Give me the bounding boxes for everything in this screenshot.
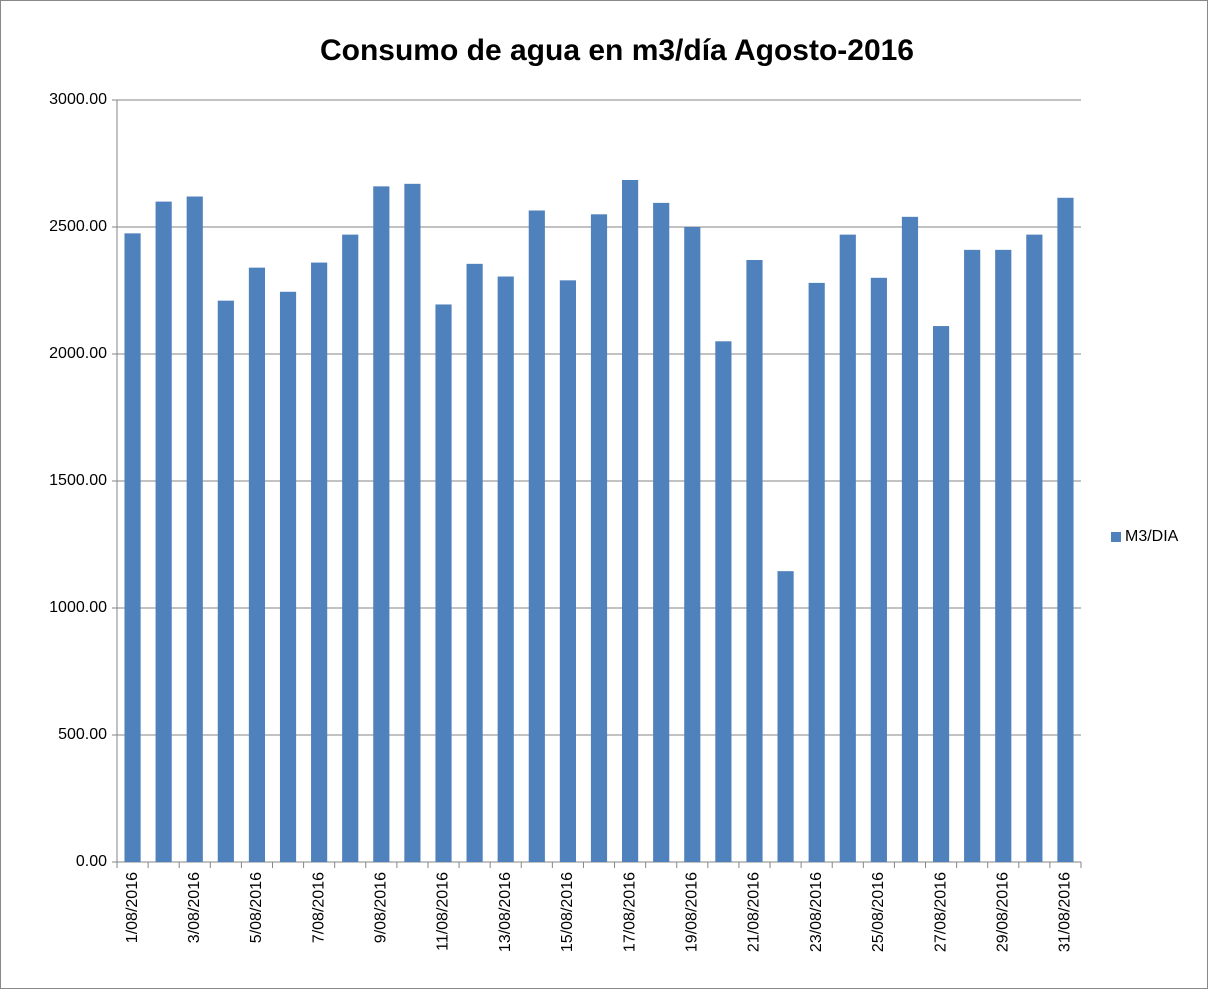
bar — [870, 277, 887, 862]
bar — [155, 201, 172, 863]
bar — [248, 267, 266, 862]
bar — [528, 210, 545, 863]
y-tick-label: 500.00 — [58, 726, 107, 743]
legend-label: M3/DIA — [1125, 528, 1179, 545]
bar — [559, 280, 576, 863]
bar — [839, 234, 856, 862]
bar — [964, 249, 981, 863]
bar — [932, 326, 950, 862]
bar — [311, 262, 328, 862]
bar — [124, 233, 141, 863]
x-tick-label: 31/08/2016 — [1057, 872, 1074, 952]
x-tick-label: 21/08/2016 — [746, 872, 763, 952]
bar — [404, 183, 421, 862]
x-tick-label: 3/08/2016 — [186, 872, 203, 943]
bar — [435, 304, 452, 863]
bar — [901, 216, 919, 863]
x-tick-label: 27/08/2016 — [932, 872, 949, 952]
x-tick-label: 25/08/2016 — [870, 872, 887, 952]
bar — [186, 196, 203, 862]
bar — [715, 341, 732, 862]
y-tick-label: 2500.00 — [49, 218, 107, 235]
x-tick-label: 5/08/2016 — [248, 872, 265, 943]
bar — [777, 571, 794, 862]
bar — [590, 214, 608, 863]
bar — [684, 227, 701, 862]
x-tick-label: 29/08/2016 — [994, 872, 1011, 952]
bar — [746, 260, 763, 862]
bar — [466, 263, 483, 863]
y-tick-label: 3000.00 — [49, 91, 107, 108]
x-tick-label: 9/08/2016 — [373, 872, 390, 943]
bar — [373, 186, 390, 863]
x-tick-label: 15/08/2016 — [559, 872, 576, 952]
chart-title: Consumo de agua en m3/día Agosto-2016 — [320, 34, 914, 67]
x-tick-label: 13/08/2016 — [497, 872, 514, 952]
y-tick-label: 0.00 — [76, 853, 107, 870]
y-tick-label: 1500.00 — [49, 472, 107, 489]
bar — [808, 282, 825, 862]
x-tick-label: 23/08/2016 — [808, 872, 825, 952]
bar — [995, 249, 1012, 863]
x-tick-label: 1/08/2016 — [124, 872, 141, 943]
bar — [279, 291, 297, 862]
legend-swatch — [1111, 532, 1121, 542]
bar — [497, 276, 514, 862]
bar — [1026, 234, 1043, 862]
y-tick-label: 2000.00 — [49, 345, 107, 362]
x-tick-label: 17/08/2016 — [621, 872, 638, 952]
x-tick-label: 19/08/2016 — [684, 872, 701, 952]
bar — [342, 234, 359, 862]
x-tick-label: 7/08/2016 — [310, 872, 327, 943]
bar — [622, 180, 639, 862]
y-tick-label: 1000.00 — [49, 599, 107, 616]
bar — [217, 300, 234, 862]
bar — [653, 202, 670, 862]
bar — [1057, 197, 1074, 863]
x-tick-label: 11/08/2016 — [435, 872, 452, 951]
